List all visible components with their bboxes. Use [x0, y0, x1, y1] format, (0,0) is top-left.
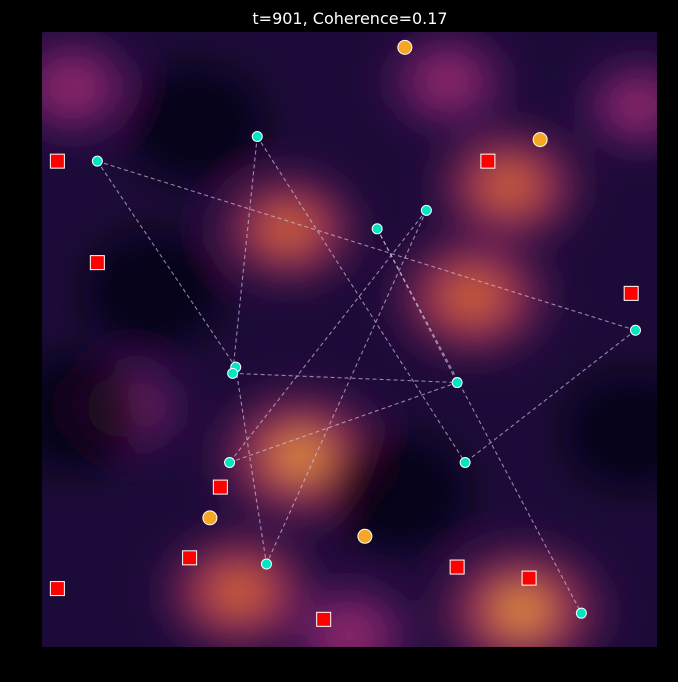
plot-area	[42, 32, 657, 647]
heatmap-void	[562, 371, 657, 492]
orange-circle-marker	[532, 132, 548, 148]
cyan-agent-marker	[260, 558, 272, 570]
cyan-agent-marker	[575, 607, 587, 619]
red-square-marker	[449, 559, 465, 575]
heatmap-hotspot	[566, 48, 657, 164]
heatmap-layer	[42, 32, 657, 647]
red-square-marker	[49, 153, 65, 169]
heatmap-void	[328, 433, 469, 554]
heatmap-void	[82, 230, 223, 351]
connection-line	[229, 210, 427, 463]
heatmap-hotspot	[370, 32, 526, 144]
red-square-marker	[316, 611, 332, 627]
red-square-marker	[182, 550, 198, 566]
markers	[49, 39, 641, 627]
heatmap-void	[42, 353, 143, 474]
red-square-marker	[480, 153, 496, 169]
cyan-agent-marker	[224, 457, 236, 468]
connection-line	[232, 372, 458, 384]
red-square-marker	[521, 570, 537, 586]
red-square-marker	[623, 285, 639, 301]
connection-line	[97, 160, 636, 331]
cyan-agent-marker	[459, 457, 471, 468]
red-square-marker	[49, 581, 65, 597]
connection-line	[256, 136, 466, 463]
cyan-agent-marker	[629, 324, 641, 336]
cyan-agent-marker	[227, 367, 239, 379]
heatmap-hotspot	[266, 568, 433, 647]
heatmap-void	[125, 64, 266, 185]
heatmap-hotspot	[375, 219, 570, 374]
red-square-marker	[89, 255, 105, 271]
orange-circle-marker	[202, 510, 218, 526]
chart-title: t=901, Coherence=0.17	[252, 9, 447, 28]
connection-line	[464, 329, 636, 463]
cyan-agent-marker	[420, 204, 432, 216]
heatmap-hotspot	[42, 32, 153, 152]
cyan-agent-marker	[91, 155, 103, 167]
connection-lines	[96, 136, 636, 614]
connection-line	[376, 228, 582, 614]
orange-circle-marker	[397, 39, 413, 55]
heatmap-hotspot	[416, 526, 627, 647]
red-square-marker	[212, 479, 228, 495]
orange-circle-marker	[357, 528, 373, 544]
connection-line	[232, 136, 258, 374]
cyan-agent-marker	[371, 223, 383, 235]
heatmap-hotspot	[199, 158, 377, 300]
connection-line	[265, 210, 427, 565]
cyan-agent-marker	[451, 377, 463, 389]
connection-line	[96, 160, 237, 368]
cyan-agent-marker	[251, 131, 263, 143]
connection-line	[229, 382, 458, 464]
connection-line	[235, 367, 268, 565]
